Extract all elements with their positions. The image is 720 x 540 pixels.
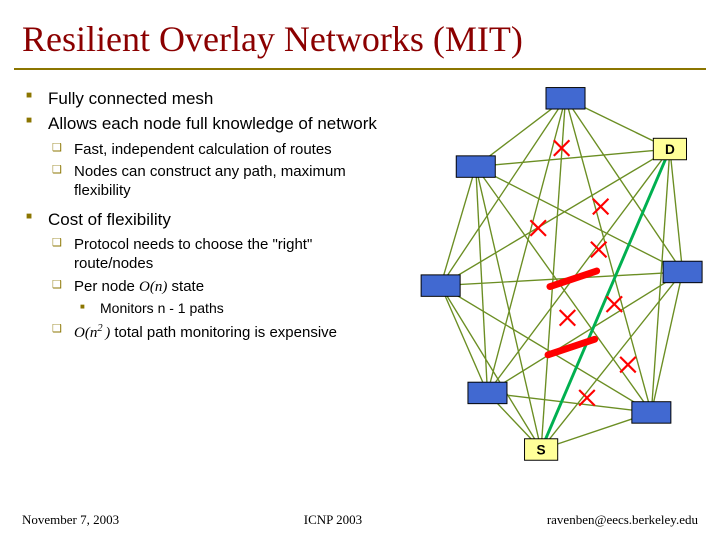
bullet-3c-post: total path monitoring is expensive bbox=[110, 324, 337, 341]
bullet-2-text: Allows each node full knowledge of netwo… bbox=[48, 114, 377, 133]
text-column: Fully connected mesh Allows each node fu… bbox=[22, 88, 382, 351]
bullet-3c-ital: O(n bbox=[74, 325, 97, 341]
bullet-2b: Nodes can construct any path, maximum fl… bbox=[48, 163, 382, 201]
bullet-3b-ital: O(n) bbox=[139, 279, 167, 295]
bullet-3b: Per node O(n) state Monitors n - 1 paths bbox=[48, 278, 382, 318]
bullet-3: Cost of flexibility Protocol needs to ch… bbox=[22, 209, 382, 343]
bullet-3-text: Cost of flexibility bbox=[48, 210, 171, 229]
bullet-3b1: Monitors n - 1 paths bbox=[74, 300, 382, 318]
bullet-1: Fully connected mesh bbox=[22, 88, 382, 109]
slide-title: Resilient Overlay Networks (MIT) bbox=[0, 0, 720, 68]
bullet-3c: O(n2 ) total path monitoring is expensiv… bbox=[48, 322, 382, 343]
bullet-2a: Fast, independent calculation of routes bbox=[48, 141, 382, 160]
bullet-3a: Protocol needs to choose the "right" rou… bbox=[48, 236, 382, 274]
footer-date: November 7, 2003 bbox=[22, 512, 119, 528]
bullet-3b-pre: Per node bbox=[74, 278, 139, 295]
svg-text:S: S bbox=[537, 442, 546, 457]
bullet-2: Allows each node full knowledge of netwo… bbox=[22, 113, 382, 201]
svg-text:D: D bbox=[665, 142, 675, 157]
mesh-diagram: DS bbox=[386, 70, 706, 470]
bullet-3b-post: state bbox=[167, 278, 204, 295]
footer: November 7, 2003 ICNP 2003 ravenben@eecs… bbox=[0, 512, 720, 528]
footer-venue: ICNP 2003 bbox=[304, 512, 362, 528]
footer-email: ravenben@eecs.berkeley.edu bbox=[547, 512, 698, 528]
